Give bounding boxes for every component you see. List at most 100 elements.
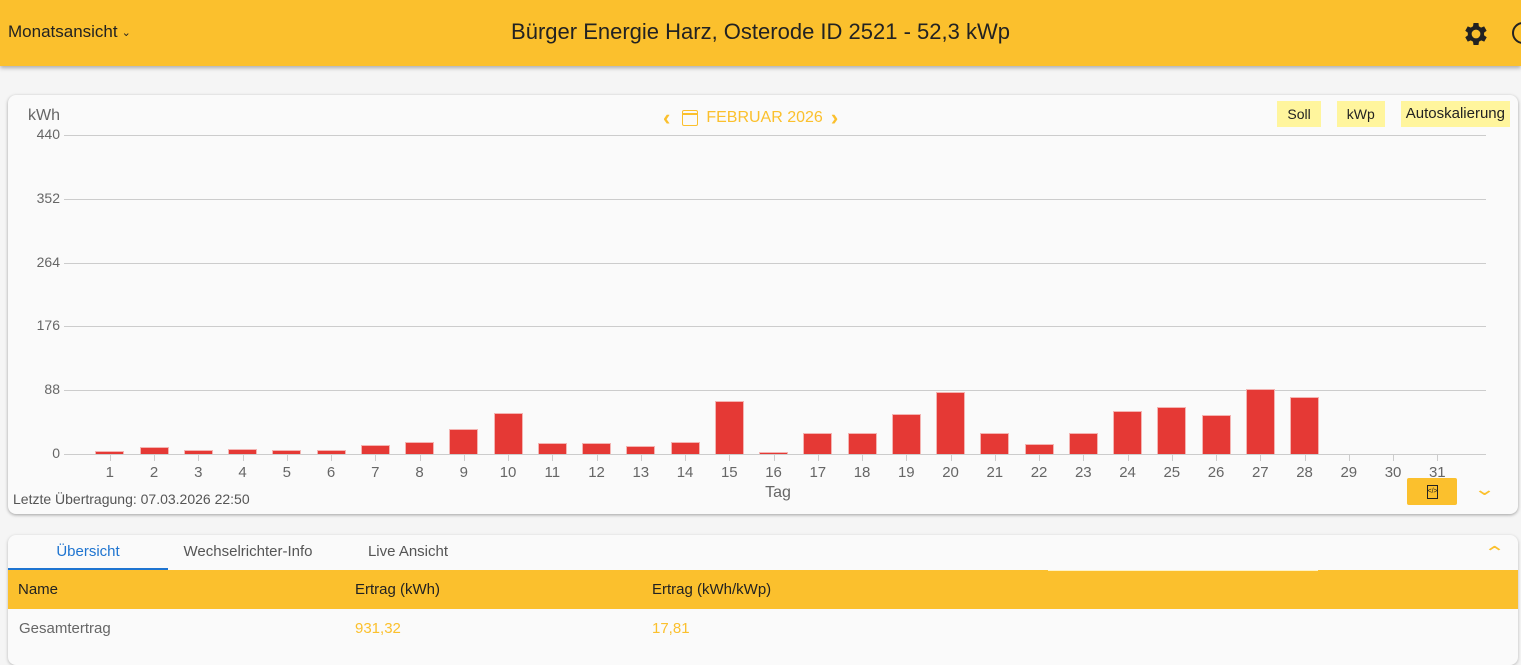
x-tick-mark: [640, 455, 642, 461]
x-tick-label: 24: [1119, 464, 1136, 481]
bar[interactable]: [714, 401, 744, 454]
bar[interactable]: [980, 432, 1010, 454]
bar[interactable]: [139, 446, 169, 454]
kwp-toggle[interactable]: kWp: [1336, 101, 1385, 127]
x-tick-label: 25: [1163, 464, 1181, 481]
x-tick-label: 10: [499, 464, 517, 481]
bar[interactable]: [891, 414, 921, 454]
x-tick-label: 26: [1207, 464, 1225, 481]
tab-inverter-info[interactable]: Wechselrichter-Info: [183, 543, 313, 560]
x-tick-label: 3: [194, 464, 203, 481]
chart-card: 0 88 176 264 352 440 1 2 3 4 5 6 7 8 9 10 11 12 13 14 15 16 17…: [8, 95, 1518, 514]
bar[interactable]: [272, 449, 302, 454]
bar[interactable]: [316, 449, 346, 454]
col-yield-kwh-kwp: Ertrag (kWh/kWp): [652, 581, 772, 598]
x-tick-label: 28: [1296, 464, 1313, 481]
bar[interactable]: [183, 449, 213, 454]
x-tick-label: 31: [1428, 464, 1446, 481]
x-tick-label: 15: [720, 464, 738, 481]
row-yield-kwh: 931,32: [355, 620, 401, 637]
y-tick-label: 176: [36, 317, 60, 334]
x-tick-label: 13: [632, 464, 650, 481]
bar[interactable]: [405, 442, 435, 454]
grid-line: [64, 135, 1486, 136]
bar[interactable]: [1157, 406, 1187, 454]
x-tick-label: 1: [105, 464, 114, 481]
chevron-down-icon[interactable]: ⌄: [1473, 479, 1496, 499]
bar[interactable]: [1245, 388, 1275, 454]
x-tick-label: 23: [1074, 464, 1092, 481]
x-tick-mark: [419, 455, 421, 461]
x-tick-label: 4: [238, 464, 247, 481]
x-tick-mark: [862, 455, 864, 461]
soll-toggle[interactable]: Soll: [1277, 101, 1321, 127]
x-tick-mark: [286, 455, 288, 461]
bar[interactable]: [936, 392, 966, 454]
bar[interactable]: [95, 451, 125, 454]
bar[interactable]: [582, 443, 612, 454]
x-tick-mark: [198, 455, 200, 461]
grid-line: [64, 262, 1486, 264]
calendar-icon[interactable]: [682, 110, 699, 126]
grid-line: [64, 454, 1486, 455]
x-tick-label: 7: [371, 464, 380, 481]
bar[interactable]: [493, 412, 523, 454]
bar[interactable]: [1024, 443, 1054, 454]
x-tick-mark: [906, 455, 908, 461]
month-navigator: ‹ FEBRUAR 2026 ›: [663, 107, 838, 129]
col-yield-kwh: Ertrag (kWh): [355, 581, 441, 598]
gear-icon[interactable]: [1461, 19, 1491, 49]
x-tick-mark: [331, 455, 333, 461]
x-tick-label: 21: [986, 464, 1004, 481]
x-tick-label: 2: [149, 464, 159, 481]
x-tick-mark: [154, 455, 156, 461]
page-title: Bürger Energie Harz, Osterode ID 2521 - …: [511, 19, 1010, 44]
grid-line: [64, 198, 1486, 200]
bar[interactable]: [626, 446, 656, 454]
chevron-up-icon[interactable]: ⌃: [1483, 543, 1506, 563]
x-tick-label: 20: [942, 464, 959, 481]
export-button[interactable]: </>: [1407, 478, 1457, 505]
prev-month-button[interactable]: ‹: [663, 105, 671, 130]
y-axis-unit: kWh: [28, 107, 60, 124]
bar[interactable]: [1290, 396, 1320, 454]
bar[interactable]: [847, 432, 877, 454]
bar[interactable]: [228, 448, 258, 454]
x-tick-mark: [729, 455, 731, 461]
bar[interactable]: [537, 443, 567, 454]
row-name: Gesamtertrag: [19, 620, 111, 637]
view-mode-dropdown[interactable]: Monatsansicht ⌄: [8, 22, 131, 42]
bar[interactable]: [803, 432, 833, 454]
x-tick-mark: [463, 455, 465, 461]
autoscale-toggle[interactable]: Autoskalierung: [1400, 101, 1510, 127]
x-tick-mark: [596, 455, 598, 461]
x-tick-mark: [1393, 455, 1395, 461]
bar[interactable]: [1068, 432, 1098, 454]
tab-live-view[interactable]: Live Ansicht: [367, 543, 449, 560]
x-tick-mark: [375, 455, 377, 461]
x-tick-label: 16: [765, 464, 782, 481]
x-tick-mark: [1083, 455, 1085, 461]
code-file-icon: </>: [1426, 484, 1438, 499]
x-tick-label: 8: [415, 464, 424, 481]
bar[interactable]: [670, 442, 700, 454]
next-month-button[interactable]: ›: [830, 105, 839, 130]
x-tick-mark: [242, 455, 244, 461]
x-tick-label: 22: [1030, 464, 1048, 481]
bar[interactable]: [449, 429, 479, 454]
y-tick-label: 264: [36, 253, 60, 270]
bar[interactable]: [759, 451, 789, 454]
tab-bar: Übersicht Wechselrichter-Info Live Ansic…: [8, 535, 488, 570]
bar[interactable]: [1113, 411, 1143, 454]
tab-overview[interactable]: Übersicht: [8, 535, 168, 570]
last-transfer-text: Letzte Übertragung: 07.03.2026 22:50: [13, 491, 250, 507]
bar[interactable]: [360, 445, 390, 454]
bar[interactable]: [1201, 414, 1231, 454]
row-yield-kwh-kwp: 17,81: [652, 620, 690, 637]
x-tick-mark: [950, 455, 952, 461]
top-bar: Monatsansicht ⌄ Bürger Energie Harz, Ost…: [0, 0, 1521, 66]
grid-line: [64, 390, 1486, 392]
x-tick-mark: [1039, 455, 1041, 461]
grid-line: [64, 326, 1486, 328]
month-label[interactable]: FEBRUAR 2026: [706, 109, 823, 126]
